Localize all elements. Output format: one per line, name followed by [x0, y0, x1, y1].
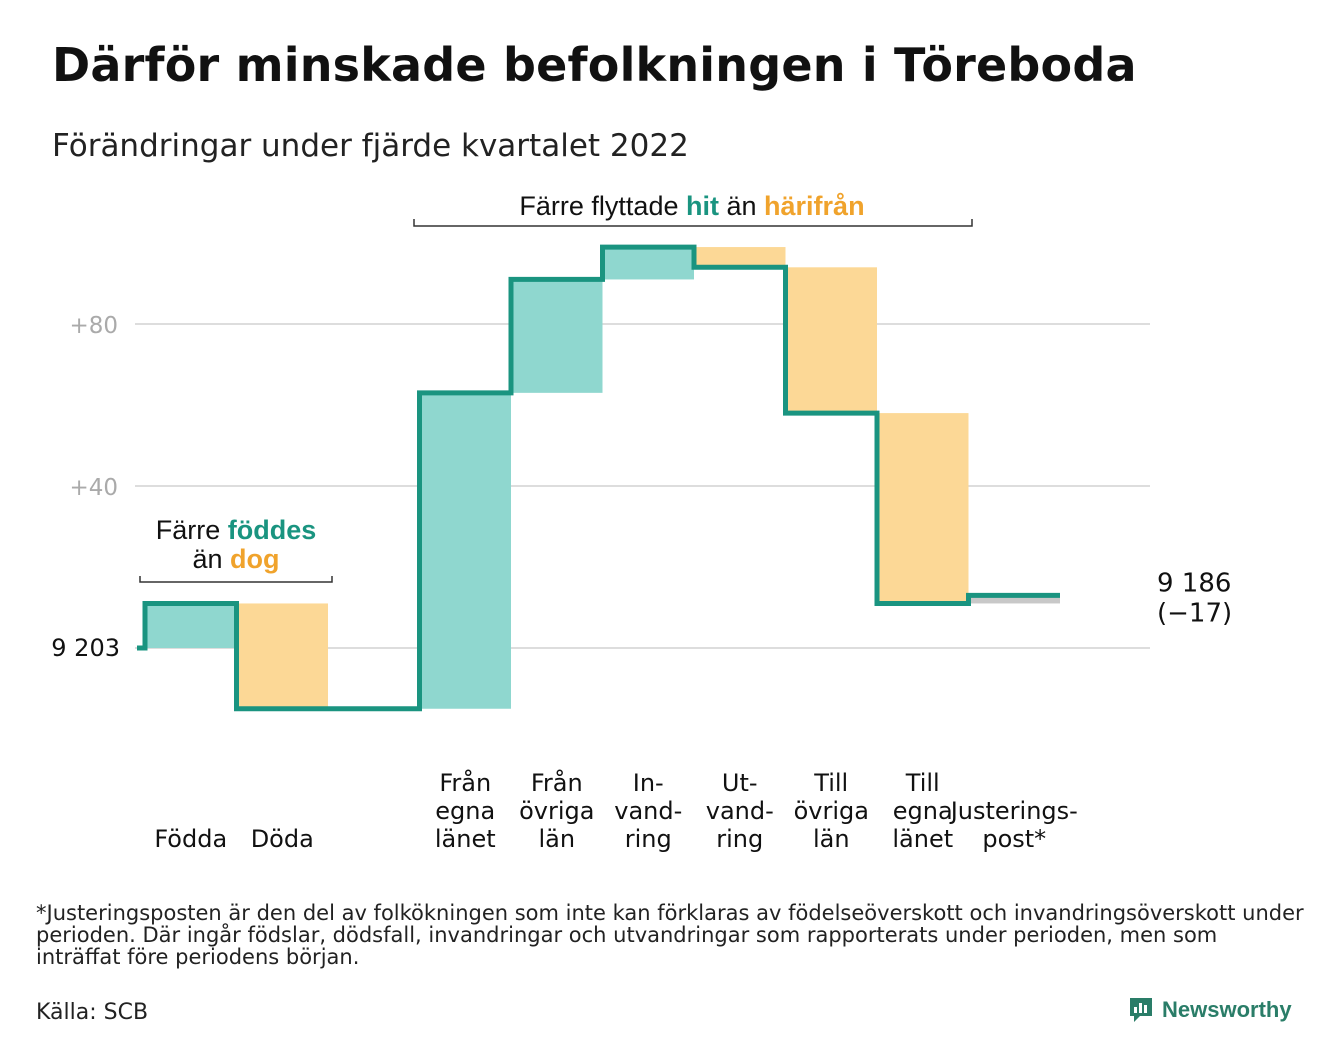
end-value-label: 9 186 [1157, 568, 1231, 598]
y-tick-label: +40 [69, 475, 118, 501]
brand-logo: Newsworthy [1128, 996, 1292, 1024]
category-label: länet [892, 825, 953, 853]
annotation-bracket [413, 219, 973, 227]
newsworthy-logo-icon [1130, 998, 1152, 1022]
bar [145, 603, 237, 648]
category-label: ring [625, 825, 672, 853]
category-label: Justerings- [949, 797, 1078, 825]
annotation-bracket [139, 576, 333, 583]
category-label: post* [982, 825, 1046, 853]
annotation-segment: föddes [228, 515, 317, 545]
y-tick-label: +80 [69, 313, 118, 339]
annotation-segment: Färre flyttade [519, 191, 686, 221]
category-label: egna [435, 797, 495, 825]
annotation-segment: Färre [156, 515, 228, 545]
category-label: länet [435, 825, 496, 853]
bar [877, 413, 969, 604]
footnote: *Justeringsposten är den del av folkökni… [36, 901, 1304, 969]
bar [419, 392, 511, 709]
category-label: Födda [154, 825, 227, 853]
brand-name: Newsworthy [1162, 997, 1292, 1022]
annotation-segment: härifrån [764, 191, 865, 221]
annotation-births-deaths-line2: än dog [192, 544, 279, 574]
category-label: övriga [794, 797, 869, 825]
annotation-births-deaths: Färre föddes [156, 515, 317, 545]
start-value-label: 9 203 [51, 634, 120, 662]
bar [968, 595, 1060, 604]
category-label: Ut- [722, 769, 758, 797]
source-label: Källa: SCB [36, 1000, 149, 1025]
end-change-label: (−17) [1157, 598, 1232, 628]
chart-title: Därför minskade befolkningen i Töreboda [52, 38, 1137, 92]
category-label: In- [633, 769, 664, 797]
category-label: vand- [614, 797, 682, 825]
chart-subtitle: Förändringar under fjärde kvartalet 2022 [52, 128, 689, 164]
category-label: län [813, 825, 850, 853]
category-label: vand- [706, 797, 774, 825]
category-label: övriga [519, 797, 594, 825]
category-label: Till [905, 769, 940, 797]
annotation-segment: än [192, 544, 230, 574]
category-label: egna [893, 797, 953, 825]
waterfall-step-line [137, 244, 1060, 712]
annotation-segment: än [719, 191, 764, 221]
bar [785, 267, 877, 414]
bar [236, 603, 328, 709]
category-label: Från [531, 768, 583, 797]
category-label: Till [813, 769, 848, 797]
annotation-migration: Färre flyttade hit än härifrån [519, 191, 864, 221]
annotation-segment: dog [230, 544, 279, 574]
bar [694, 247, 786, 268]
category-label: län [538, 825, 575, 853]
category-label: Döda [251, 825, 314, 853]
category-label: ring [716, 825, 763, 853]
bar [511, 279, 603, 393]
category-label: Från [439, 768, 491, 797]
annotation-segment: hit [686, 191, 719, 221]
bar [602, 247, 694, 280]
